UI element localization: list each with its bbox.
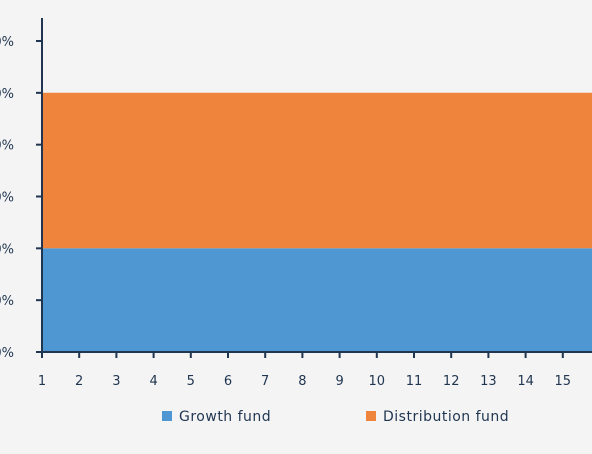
x-tick-label: 12 — [443, 374, 460, 389]
y-tick-label: 0% — [0, 294, 14, 309]
x-tick-label: 11 — [406, 374, 423, 389]
x-tick-label: 13 — [480, 374, 497, 389]
y-tick-label: 0% — [0, 87, 14, 102]
plot-areas — [42, 92, 592, 352]
x-tick-label: 5 — [187, 374, 195, 389]
y-tick-label: 0% — [0, 346, 14, 361]
x-tick-label: 2 — [75, 374, 83, 389]
legend-label: Growth fund — [179, 409, 271, 425]
x-tick-label: 3 — [112, 374, 120, 389]
legend-swatch — [366, 411, 376, 421]
x-tick-label: 1 — [38, 374, 46, 389]
legend-label: Distribution fund — [383, 409, 509, 425]
x-tick-label: 7 — [261, 374, 269, 389]
x-tick-label: 6 — [224, 374, 232, 389]
y-tick-label: 0% — [0, 191, 14, 206]
legend-item-growth-fund: Growth fund — [162, 409, 271, 425]
axes — [41, 18, 592, 353]
legend-item-distribution-fund: Distribution fund — [366, 409, 509, 425]
x-tick-label: 8 — [298, 374, 306, 389]
x-tick-label: 4 — [149, 374, 157, 389]
area-distribution-fund — [42, 92, 592, 249]
y-tick-label: 0% — [0, 35, 14, 50]
y-tick-label: 0% — [0, 242, 14, 257]
x-tick-label: 15 — [555, 374, 572, 389]
legend-swatch — [162, 411, 172, 421]
legend: Growth fund Distribution fund — [162, 409, 509, 425]
y-tick-label: 0% — [0, 139, 14, 154]
x-tick-label: 9 — [335, 374, 343, 389]
x-tick-label: 14 — [517, 374, 534, 389]
x-tick-label: 10 — [369, 374, 386, 389]
area-growth-fund — [42, 248, 592, 352]
